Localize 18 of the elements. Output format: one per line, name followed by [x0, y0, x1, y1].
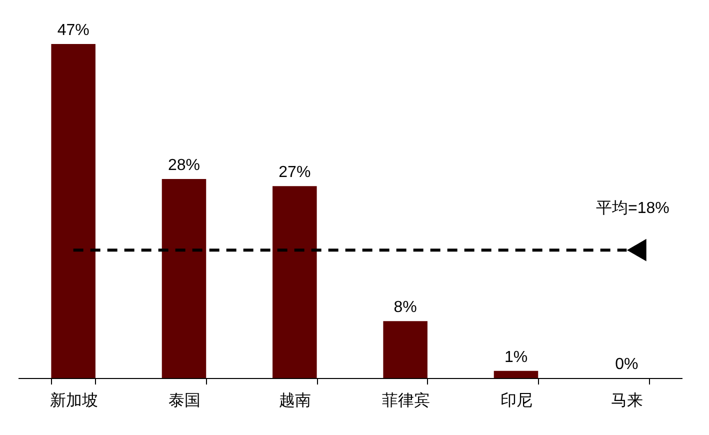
bar	[383, 321, 428, 378]
x-tick-label: 马来	[611, 392, 644, 410]
bar	[51, 44, 96, 378]
x-tick-label: 新加坡	[50, 392, 98, 410]
x-tick-label: 菲律宾	[382, 392, 430, 410]
x-tick-label: 泰国	[168, 392, 200, 410]
data-label: 0%	[615, 356, 638, 373]
data-label: 8%	[394, 299, 417, 316]
bar	[494, 370, 538, 378]
bar	[162, 179, 206, 378]
data-label: 47%	[57, 22, 90, 39]
bar	[272, 186, 317, 378]
ref-line-label: 平均=18%	[596, 200, 670, 218]
x-tick-label: 印尼	[500, 392, 532, 410]
x-tick-label: 越南	[279, 392, 312, 410]
data-label: 27%	[278, 164, 311, 182]
data-label: 1%	[504, 348, 528, 366]
data-label: 28%	[168, 157, 200, 174]
